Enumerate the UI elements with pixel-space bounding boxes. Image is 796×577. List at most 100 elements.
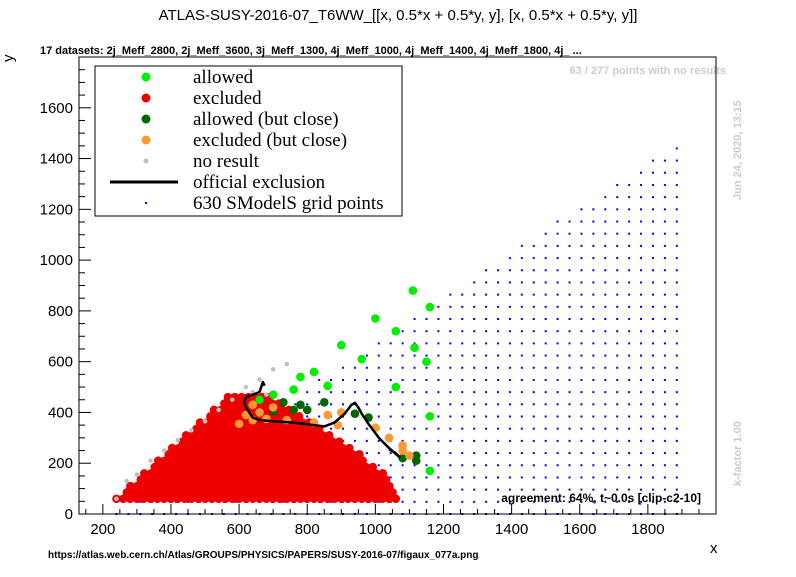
- excluded-point: [191, 437, 201, 446]
- excluded-point: [378, 469, 388, 478]
- grid-point: [675, 257, 678, 260]
- excluded-point: [324, 430, 334, 440]
- grid-point: [365, 452, 368, 455]
- grid-point: [556, 403, 559, 406]
- excluded-point: [317, 443, 327, 453]
- excluded-close-point: [268, 403, 278, 412]
- grid-point: [580, 220, 583, 223]
- excluded-point: [227, 494, 237, 504]
- grid-point: [544, 391, 547, 394]
- grid-point: [508, 366, 511, 369]
- excluded-point: [184, 475, 193, 485]
- grid-point: [377, 342, 380, 345]
- grid-point: [663, 232, 666, 235]
- no-result-point: [114, 496, 119, 502]
- legend-label: excluded (but close): [193, 130, 347, 151]
- grid-point: [544, 439, 547, 442]
- grid-point: [663, 330, 666, 333]
- official-exclusion-line: [242, 380, 266, 408]
- excluded-point: [340, 488, 350, 497]
- grid-point: [544, 500, 547, 503]
- excluded-point: [187, 494, 196, 504]
- grid-point: [628, 403, 631, 406]
- grid-point: [604, 257, 607, 260]
- excluded-point: [280, 424, 290, 434]
- allowed-point: [410, 343, 419, 353]
- excluded-point: [286, 488, 295, 497]
- excluded-point: [226, 411, 236, 421]
- grid-point: [604, 378, 607, 381]
- excluded-point: [297, 430, 307, 440]
- excluded-point: [361, 475, 370, 485]
- grid-point: [318, 378, 321, 381]
- grid-point: [580, 281, 583, 284]
- grid-point: [413, 354, 416, 357]
- allowed-close-point: [350, 409, 360, 419]
- excluded-point: [125, 494, 135, 504]
- grid-point: [520, 330, 523, 333]
- grid-point: [640, 232, 643, 235]
- grid-point: [556, 293, 559, 296]
- grid-point: [437, 427, 440, 430]
- excluded-point: [294, 437, 303, 446]
- excluded-point: [241, 481, 251, 491]
- excluded-point: [256, 443, 266, 453]
- grid-point: [437, 378, 440, 381]
- grid-point: [425, 318, 428, 321]
- grid-point: [556, 305, 559, 308]
- grid-point: [675, 500, 678, 503]
- y-tick-label: 1200: [40, 201, 73, 218]
- excluded-point: [351, 456, 361, 465]
- grid-point: [580, 488, 583, 491]
- grid-point: [651, 452, 654, 455]
- excluded-point: [180, 469, 190, 478]
- grid-point: [604, 391, 607, 394]
- grid-point: [520, 366, 523, 369]
- excluded-point: [143, 475, 152, 485]
- grid-point: [628, 257, 631, 260]
- excluded-point: [219, 411, 229, 421]
- grid-point: [675, 183, 678, 186]
- grid-point: [389, 452, 392, 455]
- grid-point: [496, 366, 499, 369]
- grid-point: [675, 488, 678, 491]
- grid-point: [306, 403, 309, 406]
- grid-point: [568, 305, 571, 308]
- grid-point: [556, 476, 559, 479]
- grid-point: [556, 391, 559, 394]
- grid-point: [616, 196, 619, 199]
- x-tick-label: 1400: [495, 521, 528, 538]
- excluded-point: [294, 411, 304, 421]
- grid-point: [437, 452, 440, 455]
- grid-point: [592, 427, 595, 430]
- excluded-point: [197, 475, 207, 485]
- grid-point: [330, 500, 333, 503]
- grid-point: [461, 439, 464, 442]
- grid-point: [640, 196, 643, 199]
- grid-point: [461, 305, 464, 308]
- grid-point: [568, 403, 571, 406]
- excluded-point: [324, 456, 333, 465]
- excluded-point: [184, 462, 194, 472]
- grid-point: [663, 354, 666, 357]
- excluded-point: [270, 430, 280, 440]
- excluded-point: [377, 494, 387, 504]
- excluded-point: [292, 488, 302, 497]
- excluded-point: [252, 462, 262, 472]
- grid-point: [544, 244, 547, 247]
- grid-point: [496, 452, 499, 455]
- grid-point: [485, 476, 488, 479]
- excluded-point: [163, 475, 173, 485]
- excluded-point: [211, 488, 220, 497]
- excluded-point: [242, 443, 252, 453]
- grid-point: [675, 476, 678, 479]
- grid-point: [485, 354, 488, 357]
- excluded-point: [294, 424, 304, 434]
- excluded-point: [215, 456, 224, 465]
- excluded-point: [212, 450, 221, 459]
- excluded-point: [167, 469, 176, 478]
- excluded-point: [378, 481, 387, 491]
- grid-point: [485, 366, 488, 369]
- grid-point: [616, 269, 619, 272]
- excluded-point: [252, 450, 262, 459]
